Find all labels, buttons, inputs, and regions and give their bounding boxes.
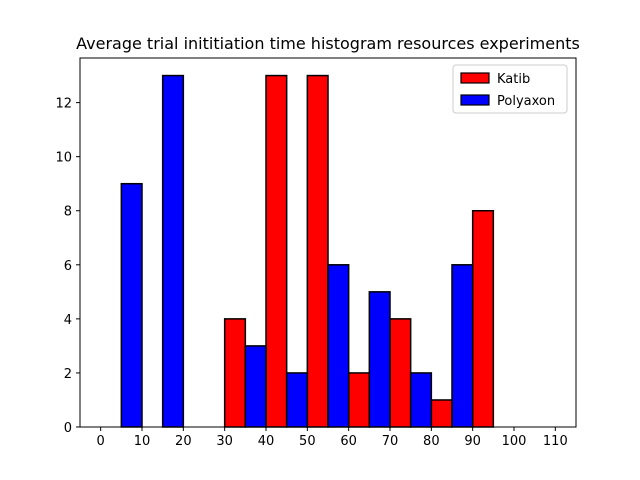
bar-polyaxon-40-50: [285, 372, 309, 428]
x-tick-label: 0: [97, 434, 105, 449]
x-tick-label: 30: [216, 434, 233, 449]
axes-layer: 0 10 20 30 40 50 60 70 80 90 100 110 0 2 4 6 8 10 12: [55, 57, 577, 449]
x-tick-label: 60: [340, 434, 357, 449]
chart-title: Average trial inititiation time histogra…: [76, 34, 580, 53]
y-tick-label: 2: [64, 367, 72, 382]
y-tick-label: 6: [64, 259, 72, 274]
y-tick-label: 10: [55, 151, 72, 166]
bar-polyaxon-50-60: [327, 264, 350, 428]
y-tick-label: 8: [64, 205, 72, 220]
legend-label-polyaxon: Polyaxon: [497, 94, 555, 109]
y-tick-label: 12: [55, 97, 72, 112]
x-tick-label: 40: [258, 434, 275, 449]
x-tick-label: 100: [502, 434, 527, 449]
x-tick-label: 90: [464, 434, 481, 449]
x-tick-label: 80: [423, 434, 440, 449]
axes-frame: [79, 57, 577, 428]
x-tick-label: 70: [382, 434, 399, 449]
bar-katib-90-100: [471, 209, 495, 428]
bar-polyaxon-60-70: [368, 291, 391, 428]
bar-polyaxon-80-90: [451, 264, 474, 428]
legend-swatch-katib: [460, 72, 490, 84]
bar-polyaxon-70-80: [409, 372, 433, 428]
y-tick-label: 4: [64, 313, 72, 328]
bar-katib-70-80: [389, 318, 412, 428]
x-tick-label: 50: [299, 434, 316, 449]
bar-katib-50-60: [306, 74, 329, 428]
y-tick-label: 0: [64, 421, 72, 436]
legend-swatch-polyaxon: [460, 94, 490, 106]
bar-katib-30-40: [223, 318, 247, 428]
bar-katib-80-90: [430, 399, 453, 428]
legend-label-katib: Katib: [497, 72, 530, 87]
bar-polyaxon-30-40: [244, 345, 267, 428]
bar-katib-60-70: [347, 372, 371, 428]
legend: Katib Polyaxon: [452, 64, 568, 114]
bar-katib-40-50: [265, 74, 288, 428]
x-tick-label: 10: [134, 434, 151, 449]
bar-polyaxon-10-20: [161, 74, 185, 428]
x-tick-label: 110: [543, 434, 568, 449]
bar-polyaxon-0-10: [120, 182, 143, 428]
x-tick-label: 20: [175, 434, 192, 449]
